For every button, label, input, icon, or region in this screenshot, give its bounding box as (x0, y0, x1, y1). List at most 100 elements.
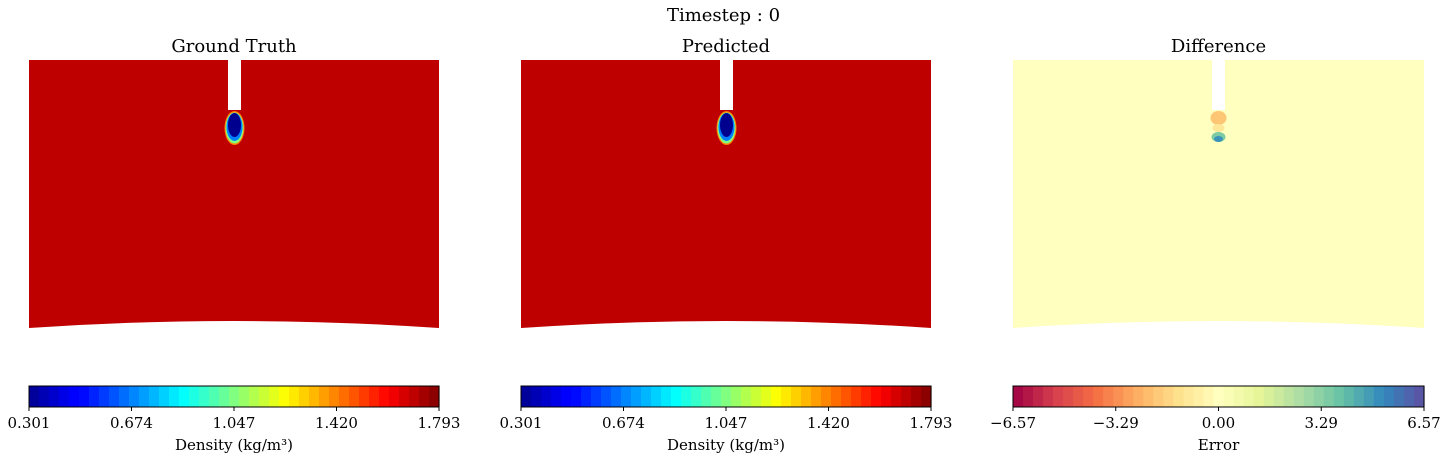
colorbar-segment (1033, 386, 1044, 407)
panel-title: Difference (1171, 36, 1266, 57)
colorbar: 0.301 0.674 1.047 1.420 1.793 Density (kg/m³) (500, 385, 952, 454)
colorbar-segment (1213, 386, 1225, 407)
colorbar-segment (29, 386, 40, 407)
colorbar-segment (119, 386, 130, 407)
colorbar-segment (611, 386, 622, 407)
colorbar: 0.301 0.674 1.047 1.420 1.793 Density (kg/m³) (8, 385, 460, 454)
colorbar-segment (1313, 386, 1325, 407)
colorbar-segment (429, 386, 440, 407)
colorbar-segment (179, 386, 190, 407)
colorbar-segment (1393, 386, 1405, 407)
colorbar-segment (1263, 386, 1275, 407)
colorbar-segment (1243, 386, 1255, 407)
colorbar-tick-label: 6.57 (1407, 414, 1440, 432)
colorbar-segment (69, 386, 80, 407)
colorbar-label: Error (1198, 436, 1240, 454)
colorbar-segment (1233, 386, 1245, 407)
colorbar-segment (389, 386, 400, 407)
colorbar-segment (1403, 386, 1415, 407)
colorbar-segment (149, 386, 160, 407)
colorbar-segment (49, 386, 60, 407)
colorbar-segment (1373, 386, 1385, 407)
colorbar-segment (881, 386, 892, 407)
diff-upper-core (1212, 124, 1225, 132)
colorbar-segment (159, 386, 170, 407)
colorbar-segment (1383, 386, 1395, 407)
colorbar-segment (671, 386, 682, 407)
colorbar-segment (681, 386, 692, 407)
colorbar-segment (721, 386, 732, 407)
colorbar-segment (831, 386, 842, 407)
colorbar-tick-label: 0.674 (602, 414, 645, 432)
colorbar-segment (791, 386, 802, 407)
colorbar-segment (209, 386, 220, 407)
panel-2: Difference −6.57 −3.29 0.00 3.29 6.57 Error (990, 36, 1441, 454)
heatmap-field (1013, 60, 1424, 328)
colorbar-label: Density (kg/m³) (667, 436, 785, 454)
colorbar-segment (129, 386, 140, 407)
colorbar-segment (661, 386, 672, 407)
colorbar-segment (891, 386, 902, 407)
colorbar-segment (1303, 386, 1315, 407)
colorbar-segment (109, 386, 120, 407)
colorbar-segment (339, 386, 350, 407)
colorbar-segment (249, 386, 260, 407)
colorbar-segment (741, 386, 752, 407)
colorbar-segment (761, 386, 772, 407)
colorbar-tick-label: 0.301 (500, 414, 543, 432)
colorbar-segment (1143, 386, 1154, 407)
colorbar-segment (701, 386, 712, 407)
colorbar-segment (99, 386, 110, 407)
plume-core (228, 113, 241, 137)
colorbar-tick-label: 0.674 (110, 414, 153, 432)
colorbar-segment (1353, 386, 1365, 407)
colorbar-tick-label: −3.29 (1093, 414, 1139, 432)
colorbar-label: Density (kg/m³) (175, 436, 293, 454)
colorbar-tick-label: 1.047 (705, 414, 748, 432)
colorbar-segment (1283, 386, 1295, 407)
figure-suptitle: Timestep : 0 (666, 5, 781, 26)
colorbar-segment (1073, 386, 1084, 407)
colorbar-segment (349, 386, 360, 407)
colorbar-segment (921, 386, 932, 407)
panel-title: Ground Truth (171, 36, 297, 57)
colorbar-segment (259, 386, 270, 407)
colorbar-segment (541, 386, 552, 407)
colorbar-segment (1293, 386, 1305, 407)
colorbar-segment (851, 386, 862, 407)
colorbar-segment (621, 386, 632, 407)
colorbar-segment (731, 386, 742, 407)
colorbar-segment (219, 386, 230, 407)
colorbar-segment (1203, 386, 1215, 407)
colorbar-segment (1083, 386, 1094, 407)
colorbar-segment (1153, 386, 1164, 407)
jet-stem-column (720, 60, 733, 110)
colorbar-segment (369, 386, 380, 407)
colorbar-segment (279, 386, 290, 407)
colorbar-segment (79, 386, 90, 407)
colorbar-segment (1133, 386, 1144, 407)
colorbar-segment (1183, 386, 1195, 407)
colorbar-segment (299, 386, 310, 407)
jet-stem-column (1212, 60, 1225, 110)
colorbar-segment (641, 386, 652, 407)
colorbar-segment (359, 386, 370, 407)
colorbar-segment (1093, 386, 1104, 407)
colorbar-segment (861, 386, 872, 407)
heatmap-field (521, 60, 931, 328)
colorbar-tick-label: 1.420 (807, 414, 850, 432)
colorbar-segment (601, 386, 612, 407)
colorbar-segment (399, 386, 410, 407)
colorbar-segment (1023, 386, 1034, 407)
colorbar-segment (631, 386, 642, 407)
colorbar-segment (289, 386, 300, 407)
colorbar-segment (571, 386, 582, 407)
colorbar-segment (419, 386, 430, 407)
colorbar-segment (591, 386, 602, 407)
colorbar-segment (1413, 386, 1425, 407)
colorbar-segment (751, 386, 762, 407)
colorbar-segment (801, 386, 812, 407)
colorbar-segment (229, 386, 240, 407)
colorbar-segment (561, 386, 572, 407)
